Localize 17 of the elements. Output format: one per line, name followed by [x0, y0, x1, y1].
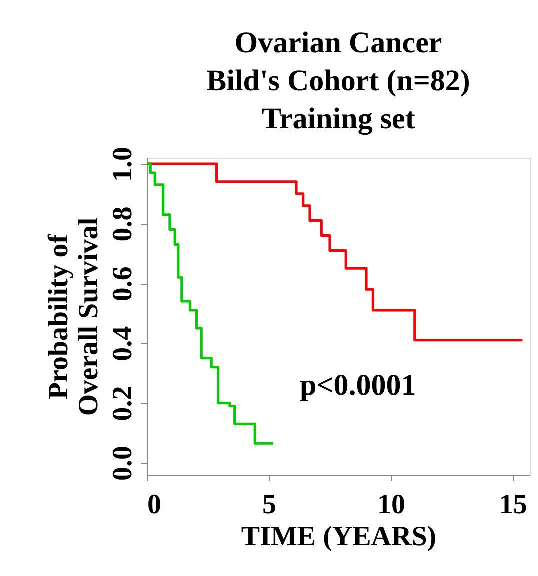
- x-axis-title: TIME (YEARS): [241, 522, 437, 552]
- x-tick-label: 15: [499, 490, 528, 520]
- x-tick-label: 5: [262, 490, 276, 520]
- y-tick-label: 0.6: [108, 266, 138, 302]
- y-tick-label: 0.4: [108, 326, 138, 362]
- text: Ovarian Cancer: [234, 26, 442, 60]
- y-tick-label: 0.0: [108, 446, 138, 482]
- y-tick-label: 1.0: [108, 146, 138, 182]
- text: Bild's Cohort (n=82): [206, 64, 470, 98]
- annotation: p<0.0001: [300, 369, 416, 402]
- y-tick-label: 0.8: [108, 206, 138, 242]
- y-tick-label: 0.2: [108, 386, 138, 422]
- x-tick-label: 0: [148, 490, 162, 520]
- text: Training set: [262, 102, 416, 136]
- text: Overall Survival: [74, 218, 104, 416]
- x-tick-label: 10: [377, 490, 406, 520]
- text: Probability of: [44, 234, 74, 400]
